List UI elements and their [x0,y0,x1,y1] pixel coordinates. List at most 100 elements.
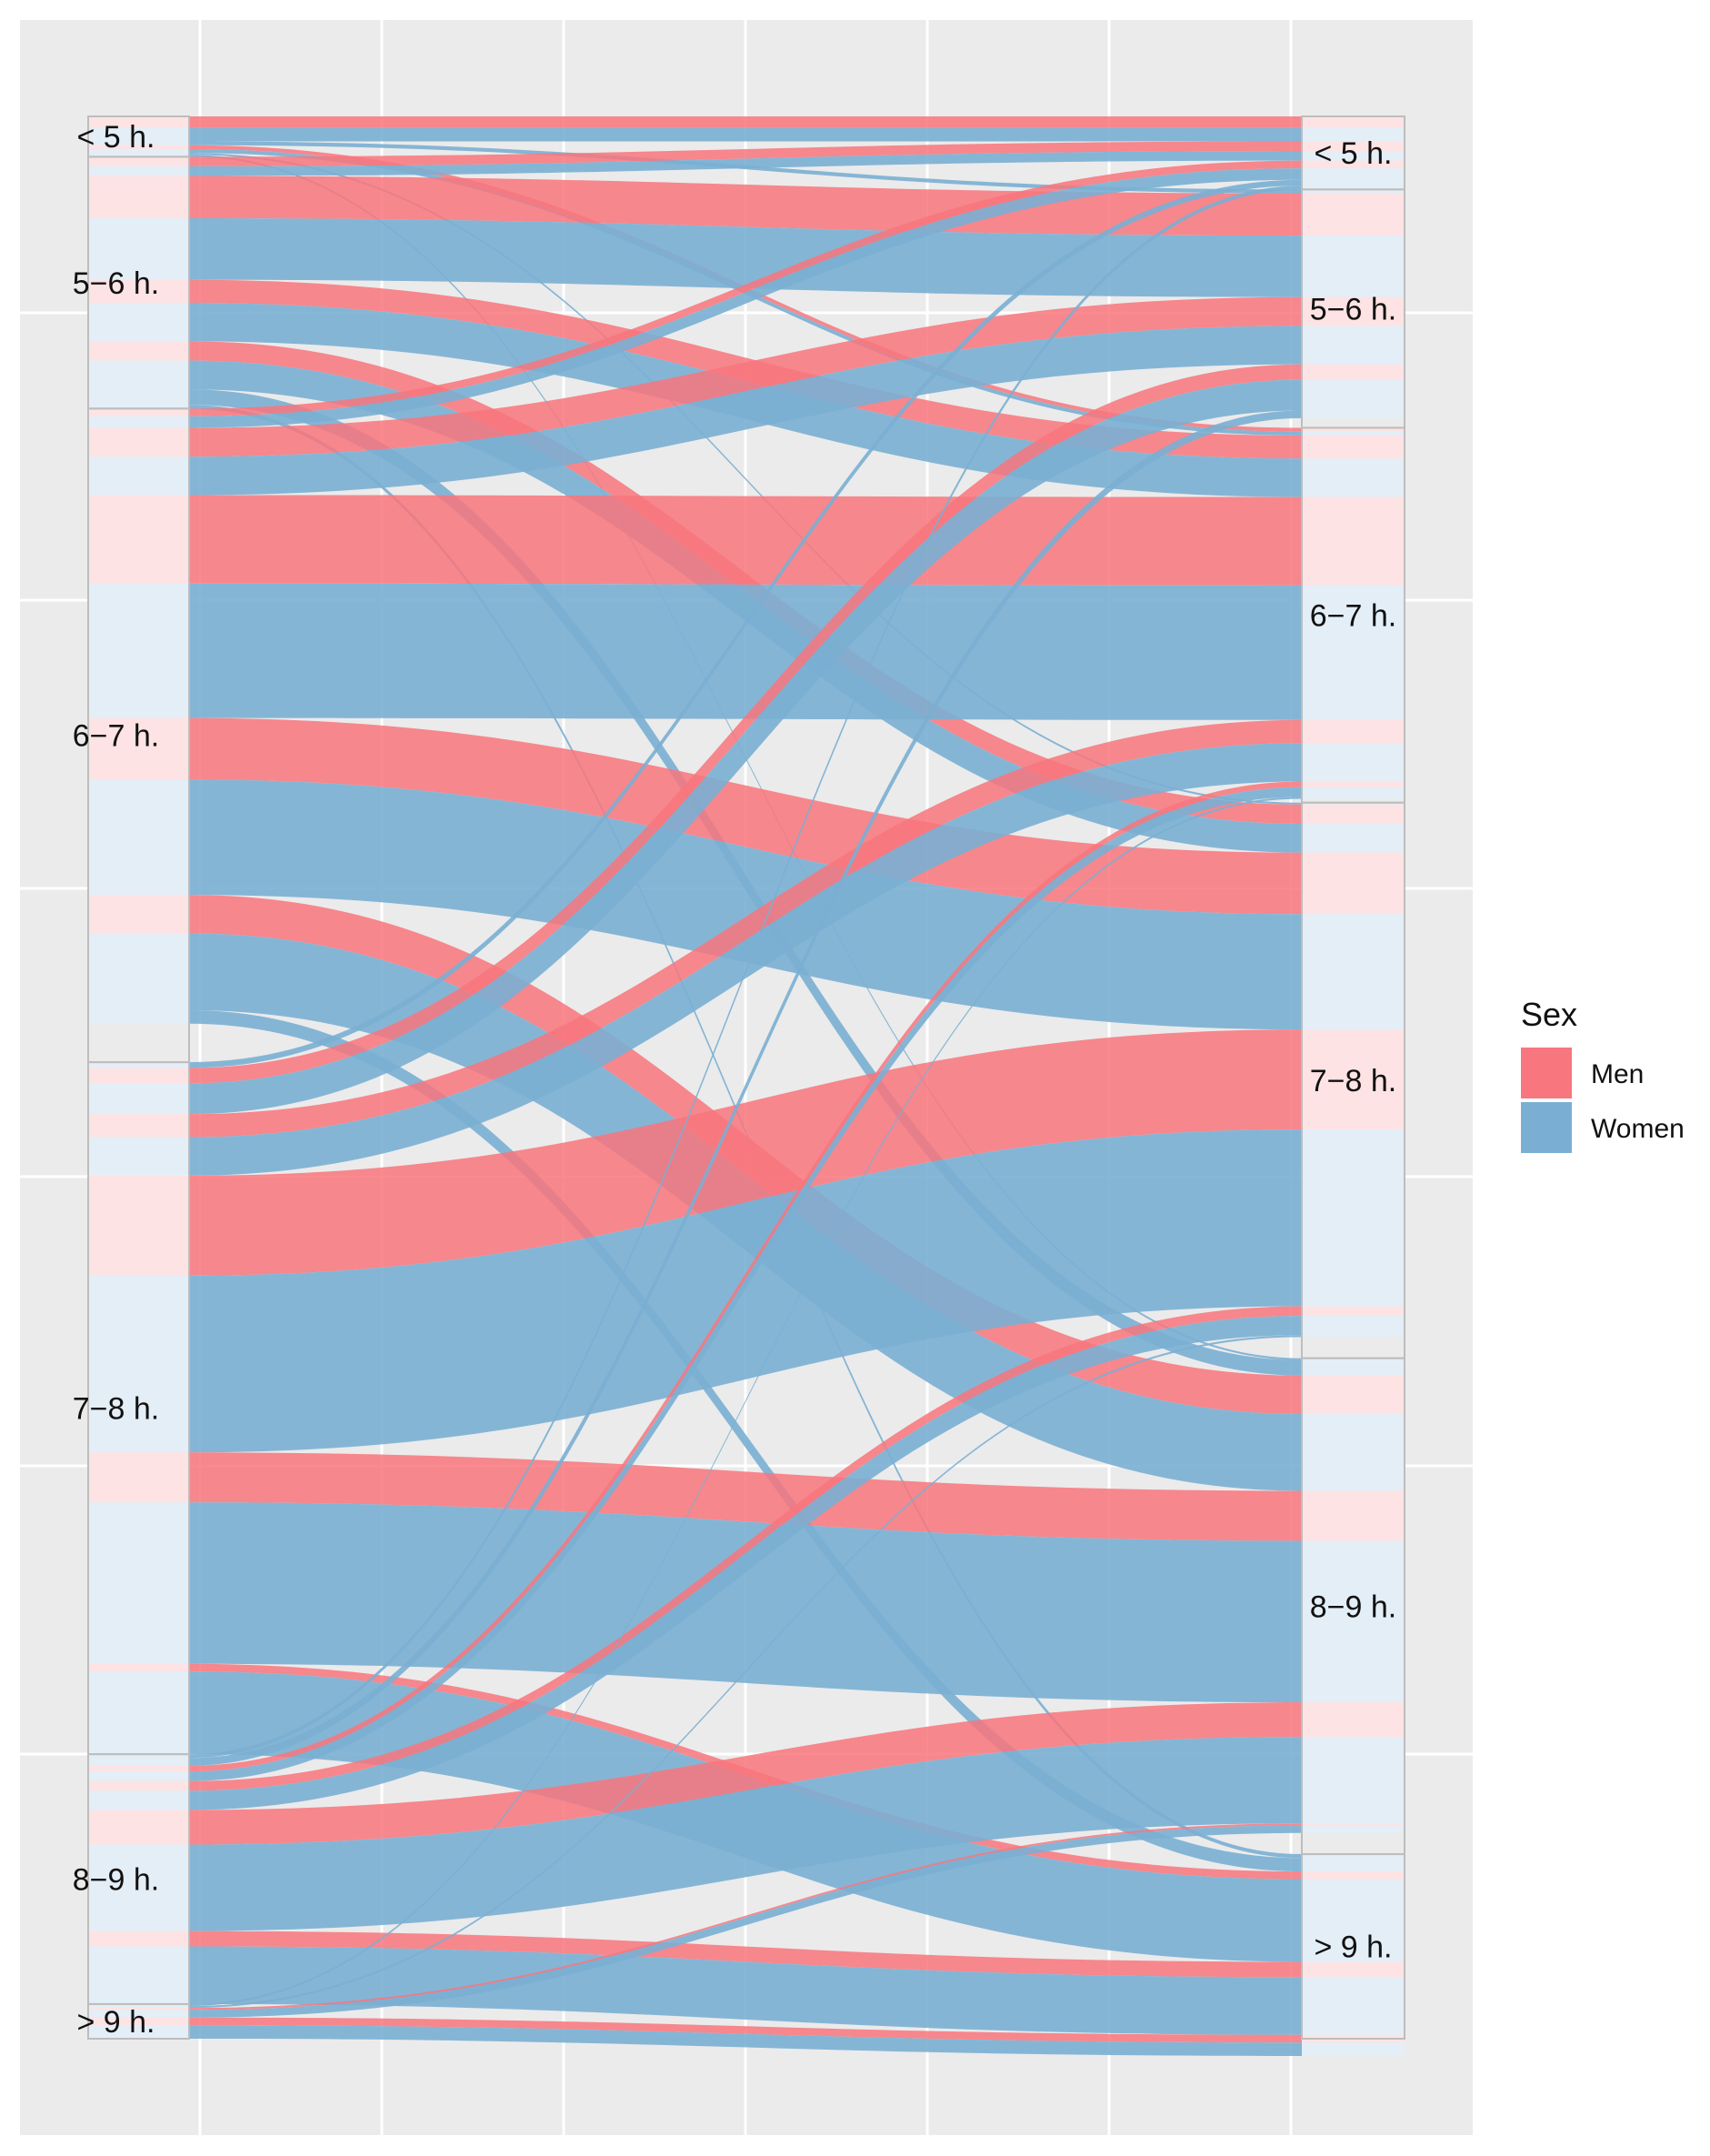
flow-8-9-h-to-6-7-h-women [189,787,1302,1781]
flow-5-6-h-to-5-h-men [189,141,1302,166]
flow-9-h-to-9-h-women [189,2025,1302,2057]
stratum-fill-women [88,165,189,176]
stratum-fill-women [88,2006,189,2009]
stratum-fill-women [88,2003,189,2007]
stratum-fill-women [88,583,189,718]
stratum-fill-women [1302,2042,1405,2057]
stratum-fill-women [88,416,189,428]
stratum-fill-men [1302,296,1405,326]
legend: Sex Men Women [1521,996,1685,1153]
stratum-fill-women [1302,151,1405,161]
stratum-fill-women [1302,1854,1405,1859]
right-label-6-7-h: 6−7 h. [1310,599,1396,634]
stratum-fill-men [88,1930,189,1947]
stratum-fill-women [1302,914,1405,1030]
stratum-fill-women [88,1137,189,1176]
stratum-fill-women [1302,379,1405,411]
stratum-fill-women [1302,186,1405,190]
stratum-fill-women [1302,127,1405,142]
stratum-fill-women [1302,1129,1405,1307]
right-label-7-8-h: 7−8 h. [1310,1064,1396,1098]
stratum-fill-men [88,1810,189,1845]
flow-8-9-h-to-8-9-h-women [189,1737,1302,1931]
legend-label-women: Women [1591,1114,1685,1144]
stratum-fill-women [88,1758,189,1766]
stratum-fill-men [1302,160,1405,169]
stratum-fill-women [88,1062,189,1068]
stratum-fill-men [1302,116,1405,128]
stratum-fill-men [88,1114,189,1138]
stratum-fill-men [88,116,189,128]
stratum-fill-men [1302,852,1405,915]
stratum-fill-women [88,456,189,496]
stratum-fill-women [88,1671,189,1755]
stratum-fill-men [1302,193,1405,236]
left-label-5-h: < 5 h. [76,120,155,155]
stratum-fill-women [1302,1737,1405,1824]
flow-8-9-h-to-9-h-men [189,1930,1302,1978]
legend-swatch-men [1521,1048,1572,1098]
stratum-fill-women [1302,1358,1405,1360]
legend-title: Sex [1521,996,1577,1033]
stratum-fill-women [1302,326,1405,365]
stratum-fill-women [88,1946,189,2004]
stratum-fill-men [88,2008,189,2011]
stratum-fill-men [1302,1823,1405,1826]
flow-6-7-h-to-7-8-h-women [189,779,1302,1030]
stratum-fill-men [1302,435,1405,459]
stratum-fill-women [1302,1316,1405,1336]
flow-6-7-h-to-5-h-men [189,160,1302,416]
stratum-fill-women [1302,1359,1405,1376]
stratum-fill-women [88,1754,189,1759]
stratum-fill-men [1302,1375,1405,1414]
flow-9-h-to-6-7-h-women [189,797,1302,2007]
right-label-5-h: < 5 h. [1314,136,1392,171]
stratum-fill-men [88,408,189,416]
stratum-fill-women [1302,1335,1405,1338]
stratum-fill-women [1302,168,1405,180]
stratum-fill-women [88,141,189,145]
stratum-fill-women [88,360,189,390]
stratum-fill-women [88,2010,189,2018]
stratum-fill-men [1302,496,1405,586]
flow-5-6-h-to-5-6-h-men [189,175,1302,236]
flow-8-9-h-to-7-8-h-men [189,1306,1302,1791]
stratum-fill-men [1302,141,1405,152]
legend-label-men: Men [1591,1059,1644,1089]
right-label-5-6-h: 5−6 h. [1310,292,1396,326]
flow-7-8-h-to-5-h-women [189,179,1302,1068]
stratum-fill-men [88,279,189,304]
stratum-fill-women [1302,189,1405,194]
stratum-fill-women [88,1083,189,1115]
stratum-fill-men [1302,719,1405,744]
flows [189,116,1302,2057]
flow-9-h-to-8-9-h-men [189,1823,1302,2011]
flow-7-8-h-to-6-7-h-women [189,743,1302,1176]
stratum-fill-women [88,153,189,155]
stratum-fill-men [88,2017,189,2026]
left-stratum-9-h [87,2002,190,2040]
stratum-fill-men [1302,427,1405,432]
flow-5-6-h-to-5-h-women [189,151,1302,176]
flow-7-8-h-to-5-6-h-men [189,364,1302,1084]
legend-swatch-women [1521,1102,1572,1153]
stratum-fill-men [88,145,189,149]
left-strata-background [88,116,189,2039]
stratum-fill-women [1302,1825,1405,1833]
stratum-fill-women [88,1010,189,1024]
flow-5-h-to-5-h-women [189,127,1302,142]
stratum-fill-men [88,1780,189,1791]
left-label-5-6-h: 5−6 h. [73,266,159,301]
stratum-fill-women [1302,1977,1405,2035]
flow-9-h-to-7-8-h-women [189,1335,1302,2009]
stratum-fill-women [1302,1540,1405,1703]
stratum-fill-women [1302,787,1405,797]
stratum-fill-men [88,175,189,219]
stratum-fill-women [88,1502,189,1664]
stratum-fill-men [88,1765,189,1772]
stratum-fill-women [1302,797,1405,799]
stratum-fill-women [88,1771,189,1781]
stratum-fill-women [88,303,189,342]
right-stratum-9-h [1301,1853,1405,2041]
